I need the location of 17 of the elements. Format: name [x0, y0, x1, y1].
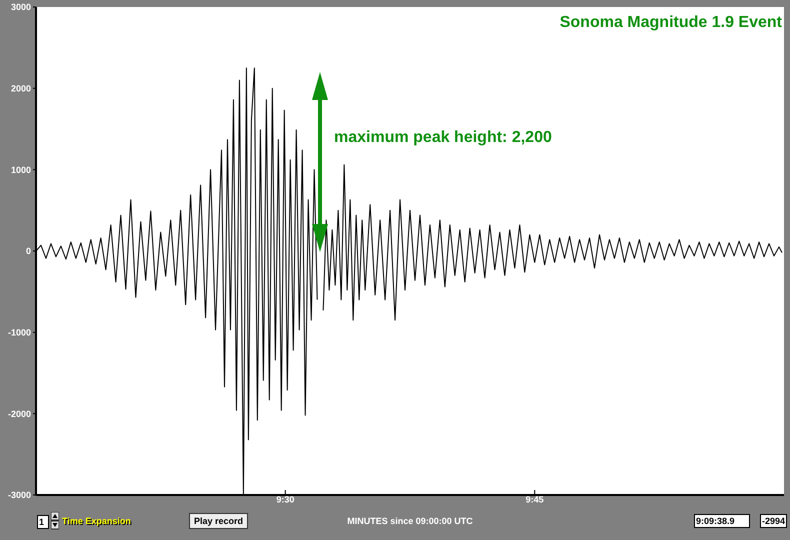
y-tick-label: 1000 — [10, 164, 31, 175]
text: Play record — [189, 513, 248, 529]
text: 9:09:38.9 — [694, 514, 750, 528]
chart-title: Sonoma Magnitude 1.9 Event — [560, 14, 782, 32]
x-tick-label: 9:45 — [526, 494, 544, 504]
y-tick-label: -3000 — [8, 490, 31, 500]
y-tick-label: 2000 — [10, 84, 31, 94]
y-tick-label: -1000 — [8, 328, 31, 338]
x-tick-label: 9:30 — [276, 494, 294, 504]
annotation: maximum peak height: 2,200 — [334, 129, 552, 146]
text: Time Expansion — [62, 515, 131, 527]
y-tick-label: 0 — [26, 246, 31, 256]
y-tick-label: -2000 — [8, 408, 31, 419]
text: -2994 — [760, 514, 788, 528]
x-axis-title: MINUTES since 09:00:00 UTC — [347, 516, 474, 526]
y-tick-label: 3000 — [10, 2, 31, 12]
text: 1 — [37, 515, 49, 529]
